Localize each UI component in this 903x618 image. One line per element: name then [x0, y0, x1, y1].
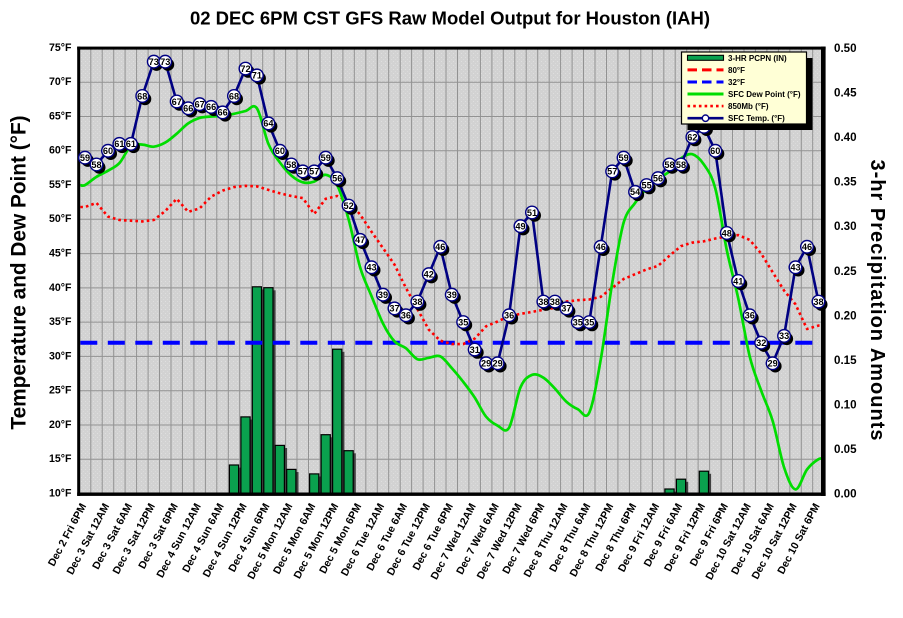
- svg-text:29: 29: [492, 359, 502, 369]
- svg-text:65°F: 65°F: [49, 110, 72, 122]
- svg-text:57: 57: [607, 167, 617, 177]
- svg-text:37: 37: [561, 304, 571, 314]
- svg-text:38: 38: [412, 297, 422, 307]
- svg-text:43: 43: [790, 263, 800, 273]
- svg-text:0.00: 0.00: [834, 488, 857, 501]
- svg-text:80°F: 80°F: [728, 66, 745, 75]
- svg-text:59: 59: [321, 153, 331, 163]
- svg-text:35: 35: [458, 317, 468, 327]
- svg-text:38: 38: [538, 297, 548, 307]
- svg-text:46: 46: [596, 242, 606, 252]
- svg-text:66: 66: [217, 108, 227, 118]
- svg-text:64: 64: [263, 119, 274, 129]
- svg-text:59: 59: [618, 153, 628, 163]
- svg-text:36: 36: [401, 311, 411, 321]
- svg-text:61: 61: [126, 139, 136, 149]
- svg-text:0.40: 0.40: [834, 131, 857, 144]
- svg-text:43: 43: [366, 263, 376, 273]
- svg-text:59: 59: [80, 153, 90, 163]
- svg-text:02 DEC 6PM CST GFS Raw Model O: 02 DEC 6PM CST GFS Raw Model Output for …: [190, 8, 710, 29]
- svg-text:10°F: 10°F: [49, 487, 72, 499]
- svg-text:850Mb (°F): 850Mb (°F): [728, 102, 769, 111]
- svg-text:46: 46: [435, 242, 445, 252]
- svg-text:37: 37: [389, 304, 399, 314]
- svg-text:73: 73: [149, 57, 159, 67]
- svg-text:49: 49: [515, 222, 525, 232]
- svg-text:20°F: 20°F: [49, 419, 72, 431]
- svg-text:30°F: 30°F: [49, 350, 72, 362]
- svg-text:56: 56: [332, 174, 342, 184]
- svg-text:66: 66: [206, 102, 216, 112]
- svg-text:SFC Temp. (°F): SFC Temp. (°F): [728, 114, 785, 123]
- svg-text:58: 58: [91, 160, 101, 170]
- svg-text:55°F: 55°F: [49, 179, 72, 191]
- svg-text:25°F: 25°F: [49, 385, 72, 397]
- svg-text:0.15: 0.15: [834, 354, 857, 367]
- svg-text:57: 57: [309, 167, 319, 177]
- svg-text:36: 36: [504, 311, 514, 321]
- svg-text:67: 67: [194, 100, 204, 110]
- svg-text:58: 58: [664, 160, 674, 170]
- svg-text:54: 54: [630, 187, 641, 197]
- svg-text:15°F: 15°F: [49, 453, 72, 465]
- svg-text:Temperature and Dew Point (°F): Temperature and Dew Point (°F): [8, 115, 31, 429]
- svg-text:35: 35: [584, 317, 594, 327]
- svg-text:39: 39: [378, 290, 388, 300]
- svg-text:29: 29: [481, 359, 491, 369]
- svg-text:75°F: 75°F: [49, 42, 72, 54]
- svg-text:0.20: 0.20: [834, 309, 857, 322]
- svg-text:35°F: 35°F: [49, 316, 72, 328]
- svg-text:67: 67: [172, 97, 182, 107]
- svg-text:0.05: 0.05: [834, 443, 857, 456]
- svg-text:31: 31: [470, 345, 480, 355]
- svg-text:60: 60: [710, 146, 720, 156]
- svg-text:50°F: 50°F: [49, 213, 72, 225]
- svg-text:47: 47: [355, 235, 365, 245]
- svg-text:60: 60: [275, 146, 285, 156]
- svg-text:39: 39: [447, 290, 457, 300]
- svg-text:0.45: 0.45: [834, 87, 857, 100]
- svg-text:45°F: 45°F: [49, 248, 72, 260]
- svg-text:68: 68: [137, 91, 147, 101]
- svg-text:60°F: 60°F: [49, 145, 72, 157]
- svg-text:56: 56: [653, 174, 663, 184]
- svg-text:35: 35: [573, 317, 583, 327]
- svg-text:40°F: 40°F: [49, 282, 72, 294]
- svg-text:36: 36: [745, 311, 755, 321]
- svg-text:3-hr Precipitation Amounts: 3-hr Precipitation Amounts: [866, 160, 888, 442]
- svg-text:58: 58: [286, 160, 296, 170]
- svg-text:32°F: 32°F: [728, 78, 745, 87]
- svg-text:48: 48: [722, 228, 732, 238]
- svg-text:33: 33: [779, 331, 789, 341]
- svg-text:0.10: 0.10: [834, 398, 857, 411]
- svg-text:55: 55: [641, 180, 651, 190]
- svg-text:46: 46: [802, 242, 812, 252]
- svg-text:57: 57: [298, 167, 308, 177]
- svg-text:0.25: 0.25: [834, 265, 857, 278]
- svg-text:42: 42: [424, 270, 434, 280]
- svg-text:58: 58: [676, 160, 686, 170]
- svg-text:0.50: 0.50: [834, 42, 857, 55]
- svg-text:0.30: 0.30: [834, 220, 857, 233]
- svg-text:66: 66: [183, 104, 193, 114]
- svg-text:61: 61: [114, 139, 124, 149]
- svg-text:73: 73: [160, 57, 170, 67]
- svg-text:62: 62: [687, 132, 697, 142]
- svg-text:60: 60: [103, 146, 113, 156]
- svg-text:52: 52: [343, 201, 353, 211]
- svg-text:72: 72: [240, 64, 250, 74]
- svg-text:71: 71: [252, 71, 262, 81]
- svg-text:68: 68: [229, 91, 239, 101]
- svg-text:70°F: 70°F: [49, 76, 72, 88]
- svg-text:3-HR PCPN (IN): 3-HR PCPN (IN): [728, 54, 787, 63]
- svg-text:0.35: 0.35: [834, 176, 857, 189]
- svg-text:38: 38: [813, 297, 823, 307]
- svg-text:38: 38: [550, 297, 560, 307]
- svg-text:51: 51: [527, 208, 537, 218]
- svg-text:41: 41: [733, 276, 743, 286]
- svg-text:29: 29: [767, 359, 777, 369]
- svg-text:32: 32: [756, 338, 766, 348]
- svg-text:SFC Dew Point (°F): SFC Dew Point (°F): [728, 90, 801, 99]
